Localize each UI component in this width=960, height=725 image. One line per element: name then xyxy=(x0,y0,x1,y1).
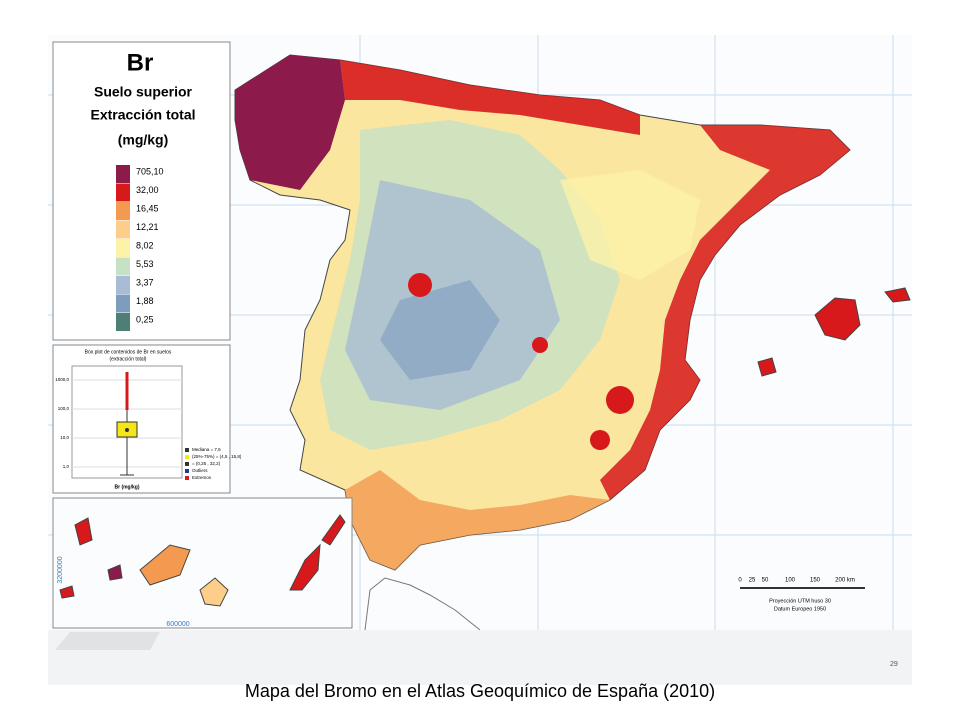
mallorca xyxy=(814,297,861,341)
island xyxy=(59,585,75,599)
scale-tick-label: 25 xyxy=(749,578,756,584)
legend-label: 3,37 xyxy=(136,277,154,287)
hotspot xyxy=(532,337,548,353)
island xyxy=(321,514,346,546)
boxplot-legend-key xyxy=(185,462,189,466)
page-number: 29 xyxy=(890,661,898,668)
legend-label: 0,25 xyxy=(136,314,154,324)
boxplot-xlabel: Br (mg/kg) xyxy=(115,484,140,490)
boxplot-legend: Mediana = 7,6 (25%-75%) = (4,5 , 15,8) = (… xyxy=(185,447,242,480)
africa-coast xyxy=(364,577,481,631)
legend-label: 32,00 xyxy=(136,185,159,195)
legend-swatch xyxy=(116,165,130,183)
legend-swatch xyxy=(116,313,130,331)
legend-swatch xyxy=(116,294,130,313)
boxplot-legend-key xyxy=(185,469,189,473)
scale-tick-label: 0 xyxy=(738,578,742,584)
south-coast xyxy=(345,470,610,570)
east-coast xyxy=(600,125,850,500)
boxplot-legend-key xyxy=(185,448,189,452)
legend-swatch xyxy=(116,202,130,220)
legend-label: 5,53 xyxy=(136,259,154,269)
legend-label: 1,88 xyxy=(136,296,154,306)
scale-note: Proyección UTM huso 30 xyxy=(769,598,831,604)
island xyxy=(199,577,229,607)
north-coast xyxy=(340,60,640,135)
ebro-zone xyxy=(560,170,700,280)
legend-panel xyxy=(52,41,231,341)
footer-tab xyxy=(55,632,160,650)
legend-swatch xyxy=(116,276,130,294)
hotspot xyxy=(606,386,634,414)
boxplot-tick-label: 10,0 xyxy=(60,435,69,440)
legend-line: Suelo superior xyxy=(94,84,193,100)
boxplot-tick-label: 1000,0 xyxy=(55,377,69,382)
inset-coordinate: 3200000 xyxy=(57,556,64,583)
ibiza xyxy=(757,357,777,377)
legend-label: 705,10 xyxy=(136,166,164,176)
boxplot-legend-key xyxy=(185,455,189,459)
legend-swatch xyxy=(116,239,130,257)
legend-label: 12,21 xyxy=(136,222,159,232)
menorca xyxy=(884,287,911,303)
legend-items: 705,10 32,00 16,45 12,21 8,02 5,53 3,37 1,88 0,2… xyxy=(116,165,164,331)
inset-panel xyxy=(52,497,353,629)
boxplot-title: Box plot de contenidos de Br en suelos xyxy=(85,349,172,355)
boxplot-legend-label: Extremos xyxy=(192,475,212,480)
boxplot-legend-label: Outliers xyxy=(192,468,208,473)
boxplot-axes xyxy=(71,365,183,479)
scale-tick-label: 100 xyxy=(785,578,796,584)
legend-element: Br xyxy=(127,49,154,76)
legend-swatch xyxy=(116,183,130,202)
legend-swatch xyxy=(116,220,130,239)
scale-bar: 0 25 50 100 150 200 km xyxy=(738,578,855,584)
island xyxy=(74,517,93,546)
legend-label: 8,02 xyxy=(136,240,154,250)
island xyxy=(289,543,321,591)
island xyxy=(107,564,123,581)
legend-line: Extracción total xyxy=(90,107,195,123)
caption: Mapa del Bromo en el Atlas Geoquímico de… xyxy=(245,681,715,701)
hotspot xyxy=(408,273,432,297)
legend-label: 16,45 xyxy=(136,203,159,213)
scale-tick-label: 200 km xyxy=(835,578,855,584)
boxplot-legend-key xyxy=(185,476,189,480)
legend-line: (mg/kg) xyxy=(118,132,169,148)
footer-bar xyxy=(48,630,912,685)
boxplot-legend-label: (25%-75%) = (4,5 , 15,8) xyxy=(192,454,242,459)
boxplot-tick-label: 100,0 xyxy=(58,406,70,411)
low-zone xyxy=(380,280,500,380)
boxplot-legend-label: Mediana = 7,6 xyxy=(192,447,221,452)
scale-tick-label: 50 xyxy=(762,578,769,584)
legend-swatch xyxy=(116,257,130,276)
median xyxy=(125,428,129,432)
boxplot-tick-label: 1,0 xyxy=(63,464,70,469)
galicia xyxy=(235,55,345,190)
inset-coordinate: 600000 xyxy=(166,621,189,628)
boxplot-panel xyxy=(52,344,231,494)
scale-note: Datum Europeo 1950 xyxy=(774,606,826,612)
island xyxy=(139,544,191,586)
boxplot-title: (extracción total) xyxy=(110,356,147,362)
hotspot xyxy=(590,430,610,450)
scale-tick-label: 150 xyxy=(810,578,821,584)
boxplot-legend-label: = (0,25 , 32,2) xyxy=(192,461,221,466)
